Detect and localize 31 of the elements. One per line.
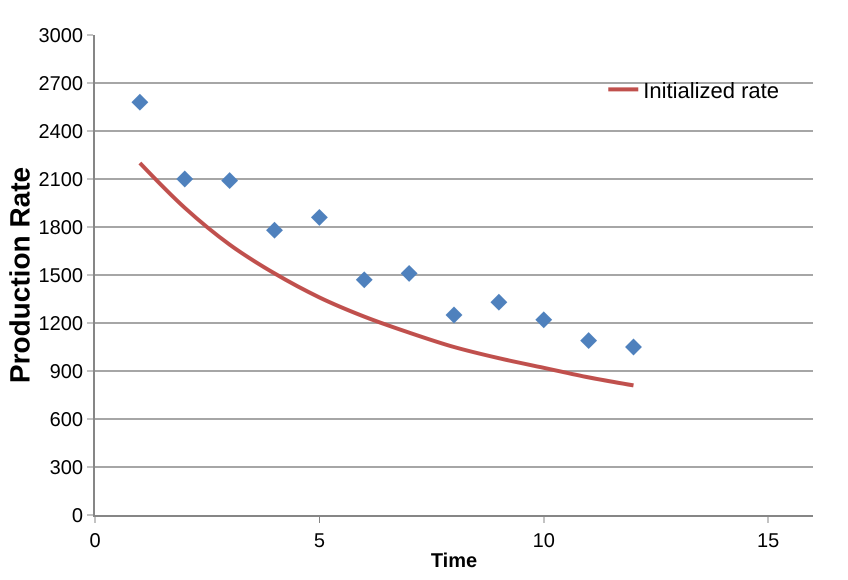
x-tick-label: 0 (89, 530, 101, 552)
point (221, 172, 238, 190)
y-tick-label: 2700 (38, 73, 83, 95)
y-tick-label: 0 (72, 505, 83, 527)
y-tick-label: 1200 (38, 313, 83, 335)
y-tick-label: 900 (50, 361, 83, 383)
point (266, 222, 283, 239)
point (580, 332, 598, 350)
y-tick-label: 1800 (38, 217, 83, 239)
point (490, 294, 508, 311)
x-tick-label: 15 (757, 530, 780, 552)
point (131, 94, 148, 111)
point (446, 306, 462, 324)
y-tick-label: 300 (50, 457, 83, 479)
point (400, 264, 418, 282)
x-tick-label: 5 (314, 530, 325, 552)
y-axis-title: Production Rate (4, 166, 36, 384)
y-tick-label: 1500 (38, 265, 83, 287)
line-series (138, 161, 636, 388)
y-tick-label: 600 (50, 409, 83, 431)
point (535, 311, 552, 328)
x-axis-title: Time (430, 550, 478, 572)
point (310, 208, 328, 226)
y-tick-label: 2100 (38, 169, 83, 191)
point (625, 338, 642, 356)
point (176, 170, 194, 188)
x-tick-label: 10 (532, 530, 555, 552)
legend-label: Initialized rate (643, 78, 780, 103)
y-tick-label: 2400 (38, 121, 83, 143)
y-tick-label: 3000 (38, 25, 83, 47)
point (356, 271, 373, 288)
